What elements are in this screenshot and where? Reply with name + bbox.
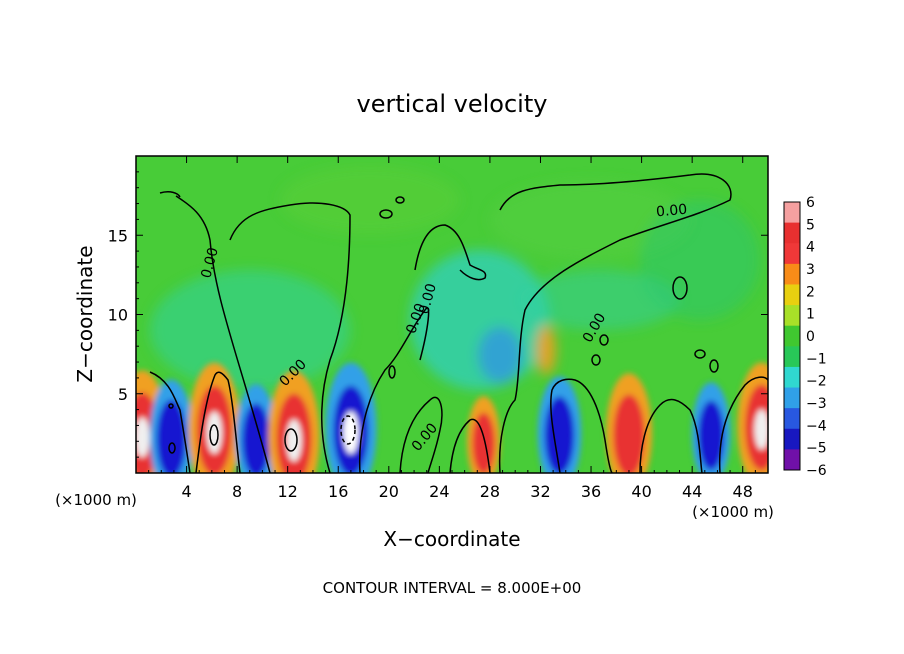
x-unit-label-left: (×1000 m)	[55, 491, 137, 509]
x-tick-label: 8	[232, 482, 242, 501]
colorbar-frame	[783, 201, 801, 471]
contour-label: 0.00	[655, 202, 687, 221]
colorbar-swatch	[784, 284, 800, 306]
colorbar-tick-label: −3	[806, 396, 827, 412]
colorbar-tick-label: 3	[806, 262, 815, 278]
x-tick-label: 16	[328, 482, 348, 501]
x-tick-label: 28	[480, 482, 500, 501]
colorbar-tick-label: −4	[806, 418, 827, 434]
x-tick-label: 36	[581, 482, 601, 501]
colorbar-swatch	[784, 263, 800, 285]
heatmap-field: 0.000.000.000.000.000.000.00	[136, 156, 768, 473]
y-tick-label: 5	[118, 385, 128, 404]
colorbar-tick-label: 4	[806, 240, 815, 256]
colorbar-swatch	[784, 325, 800, 347]
colorbar-swatch	[784, 387, 800, 409]
velocity-cell	[325, 362, 377, 473]
x-tick-label: 4	[181, 482, 191, 501]
colorbar-swatch	[784, 202, 800, 224]
colorbar-swatch	[784, 346, 800, 368]
colorbar-tick-label: 1	[806, 307, 815, 323]
contour-label: 0.00	[416, 282, 440, 316]
colorbar-swatch	[784, 449, 800, 471]
x-tick-label: 32	[530, 482, 550, 501]
colorbar-swatch	[784, 408, 800, 430]
x-tick-label: 40	[631, 482, 651, 501]
colorbar-tick-label: −1	[806, 351, 827, 367]
x-tick-label: 44	[682, 482, 702, 501]
colorbar-tick-label: −6	[806, 463, 827, 479]
zero-contours	[149, 173, 768, 473]
y-axis-label: Z−coordinate	[73, 245, 97, 382]
velocity-cell	[737, 362, 768, 473]
colorbar-tick-label: 0	[806, 329, 815, 345]
colorbar: 6 5 4 3 2 1 0 −1 −2 −3 −4 −5 −6	[783, 195, 827, 479]
x-unit-label-right: (×1000 m)	[692, 503, 774, 521]
contour-interval-note: CONTOUR INTERVAL = 8.000E+00	[323, 579, 582, 597]
x-tick-label: 20	[379, 482, 399, 501]
velocity-cell	[149, 379, 194, 473]
colorbar-tick-label: −2	[806, 374, 827, 390]
x-axis-label: X−coordinate	[383, 527, 520, 551]
colorbar-swatch	[784, 305, 800, 327]
x-tick-label: 48	[733, 482, 753, 501]
colorbar-tick-label: 5	[806, 217, 815, 233]
x-tick-label: 24	[429, 482, 449, 501]
contour-label: 0.00	[198, 246, 222, 280]
velocity-cell	[268, 370, 320, 473]
chart-title: vertical velocity	[357, 90, 548, 118]
colorbar-tick-label: 2	[806, 284, 815, 300]
x-tick-label: 12	[278, 482, 298, 501]
colorbar-tick-label: 6	[806, 195, 815, 211]
colorbar-swatch	[784, 428, 800, 450]
y-tick-label: 10	[108, 306, 128, 325]
colorbar-tick-label: −5	[806, 441, 827, 457]
colorbar-swatch	[784, 366, 800, 389]
velocity-cell	[605, 373, 652, 473]
y-tick-label: 15	[108, 226, 128, 245]
field-upper-shading	[150, 165, 760, 390]
colorbar-swatch	[784, 222, 800, 244]
velocity-cell	[188, 362, 240, 473]
colorbar-swatch	[784, 243, 800, 265]
velocity-cell	[235, 384, 277, 473]
